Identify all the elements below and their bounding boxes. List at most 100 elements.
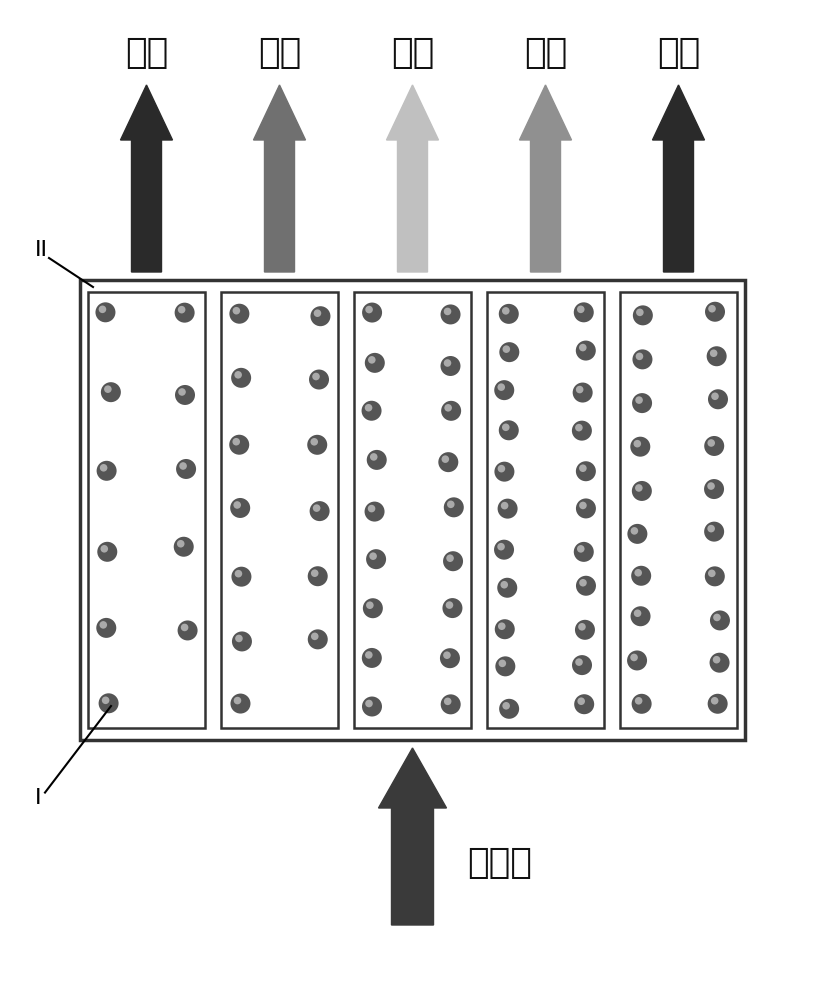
Bar	[88, 292, 205, 728]
Circle shape	[313, 373, 320, 380]
Circle shape	[577, 697, 585, 705]
Circle shape	[634, 609, 641, 617]
Circle shape	[579, 502, 587, 509]
Circle shape	[441, 455, 449, 463]
Circle shape	[631, 606, 650, 626]
Circle shape	[575, 424, 583, 431]
Circle shape	[366, 549, 386, 569]
Bar	[354, 292, 471, 728]
Circle shape	[230, 435, 249, 455]
Circle shape	[497, 578, 517, 598]
Circle shape	[632, 305, 653, 325]
Circle shape	[628, 524, 647, 544]
Circle shape	[580, 579, 587, 587]
Circle shape	[175, 385, 195, 405]
Bar	[221, 292, 338, 728]
Circle shape	[310, 438, 318, 446]
Circle shape	[234, 371, 242, 379]
Circle shape	[175, 303, 195, 323]
Circle shape	[440, 304, 461, 324]
Circle shape	[361, 401, 382, 421]
Circle shape	[313, 309, 322, 317]
Circle shape	[630, 654, 638, 661]
Circle shape	[497, 465, 505, 472]
Circle shape	[575, 386, 584, 393]
Circle shape	[443, 598, 462, 618]
Circle shape	[708, 305, 716, 313]
Circle shape	[499, 304, 519, 324]
Circle shape	[707, 694, 728, 714]
Circle shape	[713, 656, 720, 663]
Circle shape	[447, 501, 454, 508]
Circle shape	[494, 462, 514, 482]
Circle shape	[444, 404, 452, 412]
Circle shape	[440, 648, 460, 668]
Circle shape	[102, 696, 109, 704]
Circle shape	[367, 450, 387, 470]
Text: 绿光: 绿光	[258, 36, 301, 70]
Circle shape	[707, 482, 715, 490]
Bar	[620, 292, 737, 728]
FancyArrow shape	[253, 85, 305, 272]
Circle shape	[632, 694, 652, 714]
Circle shape	[97, 461, 116, 481]
Circle shape	[705, 566, 724, 586]
Circle shape	[365, 353, 385, 373]
Circle shape	[370, 453, 378, 461]
Circle shape	[502, 345, 510, 353]
Circle shape	[635, 697, 642, 705]
Circle shape	[362, 697, 382, 717]
Circle shape	[307, 435, 327, 455]
Circle shape	[365, 651, 373, 659]
Circle shape	[632, 393, 652, 413]
Circle shape	[100, 545, 108, 553]
Circle shape	[704, 436, 724, 456]
Circle shape	[441, 401, 462, 421]
Circle shape	[711, 392, 719, 400]
Circle shape	[311, 569, 318, 577]
Circle shape	[98, 306, 107, 313]
Circle shape	[234, 501, 241, 509]
Text: I: I	[35, 788, 42, 808]
Text: 蓝光: 蓝光	[125, 36, 168, 70]
Circle shape	[362, 303, 382, 323]
Circle shape	[101, 382, 120, 402]
Circle shape	[577, 545, 584, 553]
Circle shape	[572, 655, 592, 675]
Circle shape	[634, 569, 642, 577]
Circle shape	[573, 383, 593, 403]
Circle shape	[630, 437, 650, 457]
Circle shape	[496, 656, 515, 676]
Circle shape	[440, 694, 461, 714]
Circle shape	[574, 302, 593, 322]
Circle shape	[96, 618, 116, 638]
Text: 红光: 红光	[657, 36, 700, 70]
Circle shape	[366, 601, 374, 609]
Circle shape	[707, 439, 715, 447]
FancyArrow shape	[379, 748, 447, 925]
Circle shape	[572, 421, 592, 441]
FancyArrow shape	[120, 85, 173, 272]
Circle shape	[234, 697, 241, 704]
Text: II: II	[35, 240, 48, 260]
Circle shape	[100, 464, 107, 472]
Circle shape	[311, 633, 318, 640]
Circle shape	[710, 653, 729, 673]
Circle shape	[235, 635, 243, 642]
Circle shape	[632, 481, 652, 501]
Circle shape	[574, 542, 593, 562]
Circle shape	[99, 621, 107, 629]
Circle shape	[230, 304, 249, 324]
Circle shape	[575, 620, 595, 640]
FancyArrow shape	[387, 85, 439, 272]
Circle shape	[502, 702, 510, 710]
Circle shape	[631, 527, 638, 535]
Circle shape	[636, 309, 644, 316]
Circle shape	[632, 349, 653, 369]
Circle shape	[95, 302, 116, 322]
Circle shape	[710, 349, 717, 357]
Circle shape	[177, 620, 198, 640]
Circle shape	[633, 440, 641, 447]
Circle shape	[635, 396, 643, 404]
Bar	[80, 280, 745, 740]
